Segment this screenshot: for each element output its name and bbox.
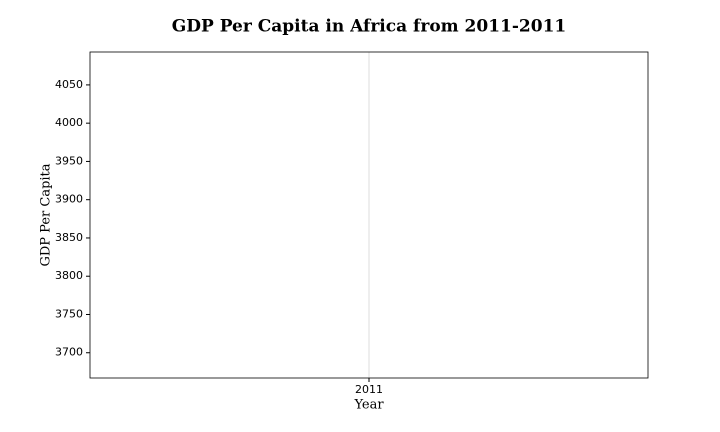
y-axis-label: GDP Per Capita [39, 163, 54, 266]
y-tick-label: 3850 [55, 231, 83, 244]
y-tick-label: 3900 [55, 193, 83, 206]
plot-frame [89, 51, 649, 379]
x-tick-label: 2011 [355, 383, 383, 396]
y-tick-label: 4050 [55, 78, 83, 91]
y-tick-label: 3700 [55, 346, 83, 359]
y-tick-label: 3950 [55, 154, 83, 167]
y-tick-label: 3800 [55, 269, 83, 282]
y-tick-label: 4000 [55, 116, 83, 129]
x-axis-label: Year [353, 398, 384, 413]
chart-title: GDP Per Capita in Africa from 2011-2011 [172, 17, 567, 37]
y-tick-label: 3750 [55, 307, 83, 320]
